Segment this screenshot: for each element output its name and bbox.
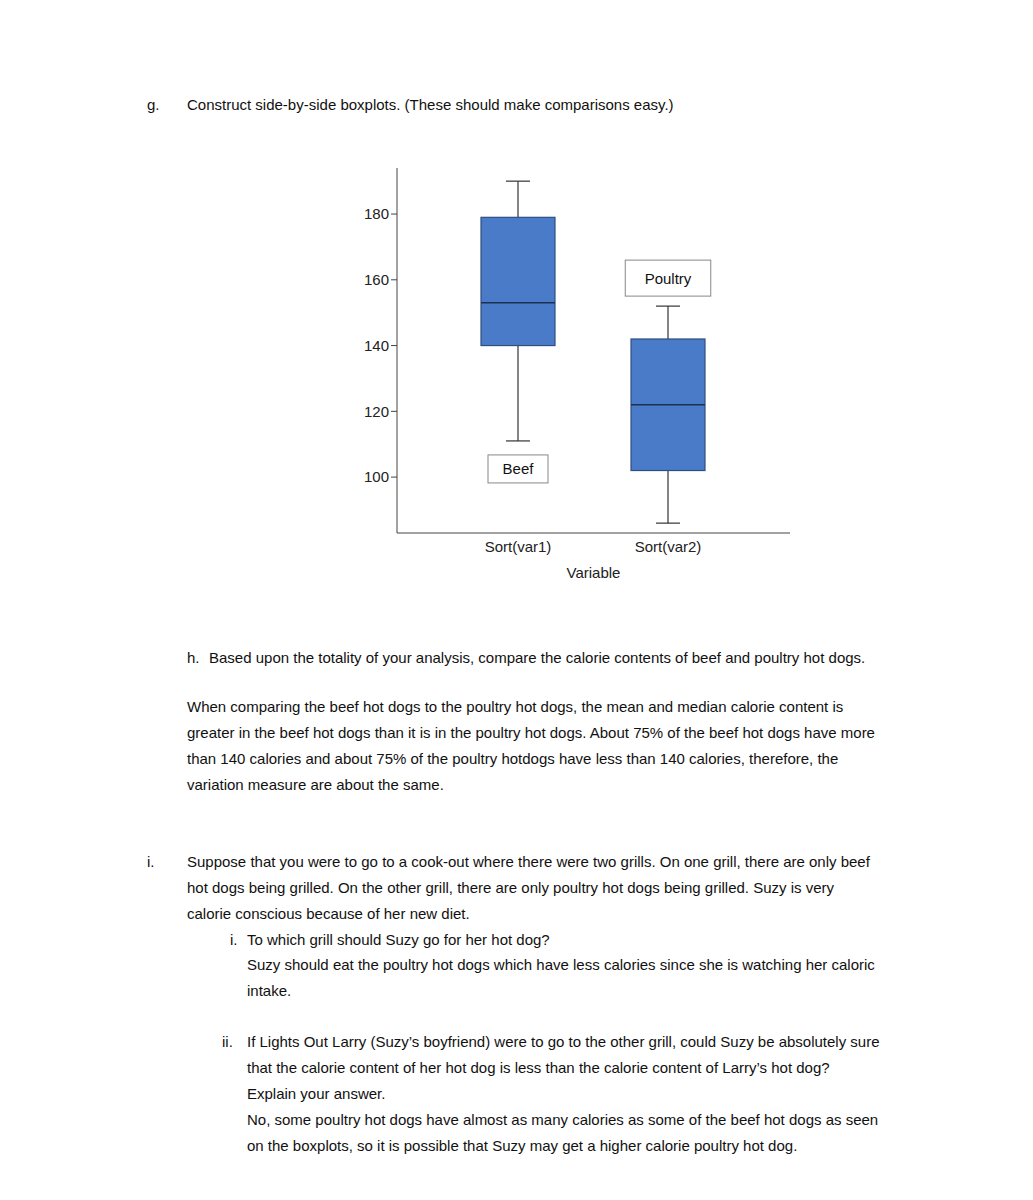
- html-text:No, some poultry hot dogs have: No, some poultry hot dogs have almost as…: [247, 1111, 879, 1128]
- svg-text:Sort(var1): Sort(var1): [485, 538, 552, 555]
- svg-text:160: 160: [364, 271, 389, 288]
- svg-text:Beef: Beef: [503, 460, 535, 477]
- html-text:i.: i.: [230, 931, 238, 948]
- html-text:Based upon the totality of you: Based upon the totality of your analysis…: [209, 649, 866, 666]
- html-text:on the boxplots, so it is poss: on the boxplots, so it is possible that …: [247, 1137, 798, 1154]
- html-text:g.: g.: [147, 96, 160, 113]
- html-text:greater in the beef hot dogs t: greater in the beef hot dogs than it is …: [187, 724, 875, 741]
- html-text:hot dogs being grilled. On the: hot dogs being grilled. On the other gri…: [187, 879, 834, 896]
- svg-text:120: 120: [364, 403, 389, 420]
- svg-text:140: 140: [364, 337, 389, 354]
- html-text:Suzy should eat the poultry ho: Suzy should eat the poultry hot dogs whi…: [247, 956, 875, 973]
- html-text:variation measure are about th: variation measure are about the same.: [187, 776, 444, 793]
- html-text:Explain your answer.: Explain your answer.: [247, 1085, 386, 1102]
- svg-text:100: 100: [364, 468, 389, 485]
- svg-text:180: 180: [364, 205, 389, 222]
- html-text:Construct side-by-side boxplot: Construct side-by-side boxplots. (These …: [187, 96, 674, 113]
- html-text:calorie conscious because of h: calorie conscious because of her new die…: [187, 905, 470, 922]
- svg-text:Variable: Variable: [567, 564, 621, 580]
- html-text:that the calorie content of he: that the calorie content of her hot dog …: [247, 1059, 830, 1076]
- html-text:When comparing the beef hot do: When comparing the beef hot dogs to the …: [187, 698, 844, 715]
- html-text:than 140 calories and about 75: than 140 calories and about 75% of the p…: [187, 750, 839, 767]
- svg-text:Poultry: Poultry: [645, 270, 692, 287]
- html-text:intake.: intake.: [247, 982, 292, 999]
- html-text:If Lights Out Larry (Suzy’s bo: If Lights Out Larry (Suzy’s boyfriend) w…: [247, 1033, 880, 1050]
- html-text:i.: i.: [147, 853, 155, 870]
- html-text:h.: h.: [187, 649, 200, 666]
- html-text:To which grill should Suzy go: To which grill should Suzy go for her ho…: [247, 931, 550, 948]
- svg-text:Sort(var2): Sort(var2): [635, 538, 702, 555]
- html-text:Suppose that you were to go to: Suppose that you were to go to a cook-ou…: [187, 853, 870, 870]
- html-text:ii.: ii.: [222, 1033, 233, 1050]
